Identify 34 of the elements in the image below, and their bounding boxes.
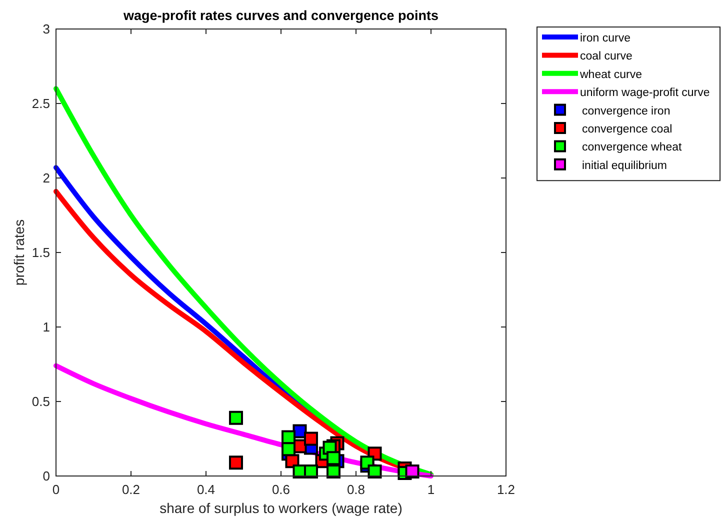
point — [405, 464, 420, 479]
x-tick-label: 1.2 — [496, 482, 516, 497]
x-tick-label: 0 — [52, 482, 60, 497]
x-tick-label: 1 — [427, 482, 435, 497]
legend-label: uniform wage-profit curve — [580, 87, 710, 100]
x-tick-label: 0.2 — [122, 482, 140, 497]
x-tick-label: 0.8 — [346, 482, 366, 497]
y-tick-label: 2 — [42, 170, 50, 186]
legend-label: coal curve — [580, 50, 632, 63]
point — [326, 451, 340, 466]
y-tick-label: 0 — [42, 468, 50, 484]
point — [282, 442, 296, 456]
point — [368, 464, 382, 479]
y-tick-label: 1.5 — [32, 245, 50, 260]
x-tick-label: 0.6 — [272, 482, 290, 497]
x-axis-title: share of surplus to workers (wage rate) — [160, 500, 402, 516]
y-tick-label: 3 — [42, 22, 50, 36]
y-axis-title: profit rates — [11, 219, 27, 286]
point — [229, 456, 243, 470]
legend-label: iron curve — [580, 32, 630, 44]
x-tick-label: 0.4 — [196, 482, 216, 497]
point — [304, 464, 318, 479]
point — [304, 432, 318, 446]
y-tick-label: 2.5 — [32, 96, 50, 111]
legend-label: wheat curve — [579, 68, 642, 81]
legend-label: convergence wheat — [582, 142, 683, 154]
legend-label: convergence coal — [582, 124, 672, 136]
y-tick-label: 0.5 — [32, 394, 50, 409]
chart-title: wage-profit rates curves and convergence points — [122, 8, 439, 23]
legend-label: initial equilibrium — [582, 160, 668, 172]
y-tick-label: 1 — [42, 320, 50, 334]
point — [229, 410, 243, 425]
point — [326, 464, 340, 479]
legend-label: convergence iron — [582, 105, 670, 118]
